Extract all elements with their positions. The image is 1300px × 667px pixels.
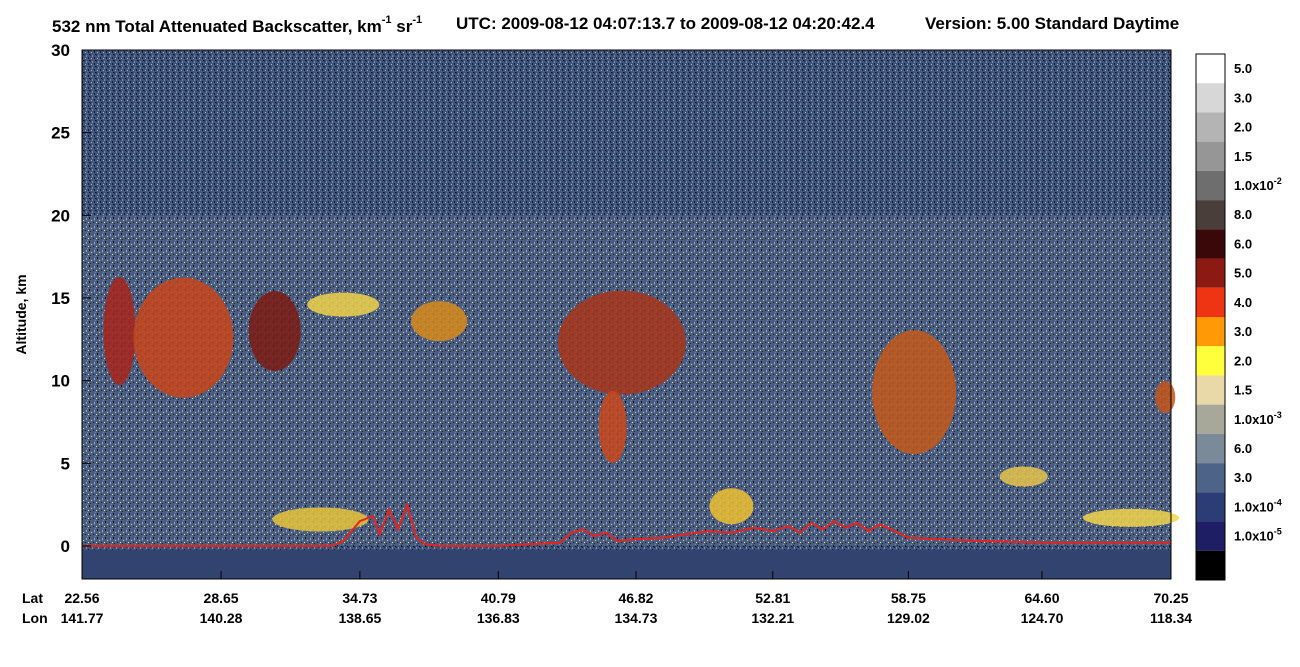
colorbar-swatch <box>1196 170 1225 201</box>
lon-tick-label: 136.83 <box>477 610 520 626</box>
lon-tick-label: 129.02 <box>887 610 930 626</box>
lon-tick-label: 132.21 <box>751 610 794 626</box>
colorbar-swatch <box>1196 492 1225 522</box>
colorbar-swatch <box>1196 258 1225 288</box>
colorbar-swatch <box>1196 521 1225 551</box>
colorbar-label: 5.0 <box>1234 61 1252 76</box>
lat-tick-label: 28.65 <box>204 590 239 606</box>
cloud-layer-1 <box>103 277 136 386</box>
lon-tick-label: 134.73 <box>615 610 658 626</box>
colorbar-swatch <box>1196 463 1225 493</box>
colorbar-swatch <box>1196 346 1225 376</box>
colorbar-swatch <box>1196 375 1225 405</box>
colorbar-label: 4.0 <box>1234 295 1252 310</box>
colorbar-label: 6.0 <box>1234 441 1252 456</box>
cloud-layer-13 <box>709 488 754 525</box>
lat-tick-label: 34.73 <box>342 590 377 606</box>
y-tick-label: 0 <box>61 537 70 556</box>
colorbar-label: 8.0 <box>1234 207 1252 222</box>
colorbar-swatch <box>1196 404 1225 434</box>
chart-title: 532 nm Total Attenuated Backscatter, km-… <box>0 0 1300 46</box>
lat-tick-label: 22.56 <box>64 590 99 606</box>
cloud-layer-2 <box>133 277 234 398</box>
lat-tick-label: 70.25 <box>1153 590 1188 606</box>
surface-line <box>82 501 1171 547</box>
lat-tick-label: 64.60 <box>1024 590 1059 606</box>
cloud-features <box>103 277 1180 532</box>
lat-tick-label: 46.82 <box>618 590 653 606</box>
lon-tick-label: 138.65 <box>338 610 381 626</box>
cloud-layer-9 <box>999 466 1048 487</box>
colorbar-label: 1.0x10-3 <box>1234 410 1282 427</box>
colorbar-label: 3.0 <box>1234 470 1252 485</box>
lon-row-label: Lon <box>22 610 48 626</box>
colorbar-swatch <box>1196 550 1225 580</box>
colorbar-label: 1.5 <box>1234 149 1252 164</box>
cloud-layer-8 <box>872 330 957 455</box>
cloud-layer-12 <box>272 507 369 532</box>
colorbar-label: 5.0 <box>1234 266 1252 281</box>
colorbar: 5.0 3.0 2.0 1.5 1.0x10-2 8.0 6.0 5.0 4.0 3.0 2.0 1.… <box>1195 53 1282 581</box>
title-utc-range: UTC: 2009-08-12 04:07:13.7 to 2009-08-12… <box>456 14 875 33</box>
colorbar-label: 1.0x10-4 <box>1234 497 1282 514</box>
colorbar-swatch <box>1196 141 1225 171</box>
colorbar-swatch <box>1196 229 1225 259</box>
lat-tick-label: 52.81 <box>755 590 790 606</box>
lon-tick-label: 141.77 <box>61 610 104 626</box>
lat-row-label: Lat <box>22 590 43 606</box>
y-tick-label: 10 <box>51 372 70 391</box>
colorbar-label: 3.0 <box>1234 90 1252 105</box>
x-axis: Lat Lon 22.56 141.77 28.65 140.28 34.73 138.65 4… <box>22 571 1192 626</box>
colorbar-swatch <box>1196 54 1225 84</box>
cloud-layer-7 <box>598 390 627 463</box>
colorbar-swatch <box>1196 200 1225 230</box>
colorbar-label: 2.0 <box>1234 353 1252 368</box>
colorbar-label: 1.0x10-5 <box>1234 527 1282 544</box>
colorbar-label: 6.0 <box>1234 236 1252 251</box>
title-version: Version: 5.00 Standard Daytime <box>925 14 1180 33</box>
colorbar-swatch <box>1196 317 1225 347</box>
colorbar-label: 1.5 <box>1234 383 1252 398</box>
cloud-layer-5 <box>411 301 468 342</box>
y-tick-label: 30 <box>51 41 70 60</box>
cloud-layer-4 <box>307 292 380 317</box>
title-product: 532 nm Total Attenuated Backscatter, km-… <box>52 14 423 36</box>
y-tick-label: 25 <box>51 124 70 143</box>
cloud-layer-3 <box>248 291 301 372</box>
colorbar-swatch <box>1196 287 1225 317</box>
lat-tick-label: 58.75 <box>891 590 926 606</box>
y-tick-label: 15 <box>51 289 70 308</box>
plot-frame <box>81 49 1172 580</box>
y-tick-label: 5 <box>61 454 70 473</box>
colorbar-swatch <box>1196 112 1225 142</box>
y-tick-label: 20 <box>51 206 70 225</box>
y-axis-label: Altitude, km <box>13 274 29 354</box>
colorbar-swatch <box>1196 433 1225 464</box>
lon-tick-label: 118.34 <box>1150 610 1192 626</box>
colorbar-frame <box>1195 53 1226 581</box>
colorbar-label: 3.0 <box>1234 324 1252 339</box>
lon-tick-label: 140.28 <box>200 610 243 626</box>
cloud-layer-11 <box>1155 381 1176 414</box>
cloud-layer-10 <box>1083 508 1180 527</box>
colorbar-swatch <box>1196 83 1225 113</box>
lat-tick-label: 40.79 <box>481 590 516 606</box>
colorbar-label: 1.0x10-2 <box>1234 176 1282 193</box>
y-axis: 0 5 10 15 20 25 30 Altitude, km <box>13 41 1172 580</box>
subsurface-region <box>82 549 1171 579</box>
cloud-layer-6 <box>557 290 686 395</box>
colorbar-label: 2.0 <box>1234 120 1252 135</box>
lon-tick-label: 124.70 <box>1021 610 1064 626</box>
surface-elevation-line <box>82 501 1171 547</box>
